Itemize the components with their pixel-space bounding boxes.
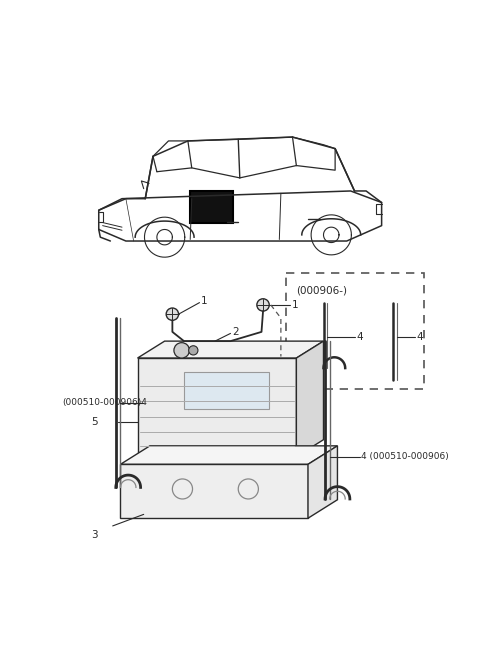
Circle shape: [189, 346, 198, 355]
Text: 3: 3: [91, 529, 97, 540]
Circle shape: [166, 308, 179, 321]
Polygon shape: [120, 446, 337, 464]
Polygon shape: [137, 341, 324, 358]
Polygon shape: [137, 358, 296, 457]
Text: (000906-): (000906-): [296, 286, 348, 295]
Circle shape: [174, 342, 190, 358]
Text: 4 (000510-000906): 4 (000510-000906): [361, 452, 449, 461]
Polygon shape: [296, 341, 324, 457]
Polygon shape: [120, 464, 308, 518]
Text: 2: 2: [232, 327, 239, 337]
Text: (000510-000906)4: (000510-000906)4: [62, 398, 147, 407]
Text: 4: 4: [417, 332, 423, 342]
Text: 1: 1: [292, 300, 299, 310]
Circle shape: [257, 299, 269, 311]
Text: 5: 5: [91, 417, 97, 427]
Text: 1: 1: [201, 296, 208, 306]
Bar: [190, 191, 233, 223]
Text: 4: 4: [356, 332, 363, 342]
Polygon shape: [308, 446, 337, 518]
Bar: [286, 274, 424, 389]
Bar: [184, 372, 269, 409]
